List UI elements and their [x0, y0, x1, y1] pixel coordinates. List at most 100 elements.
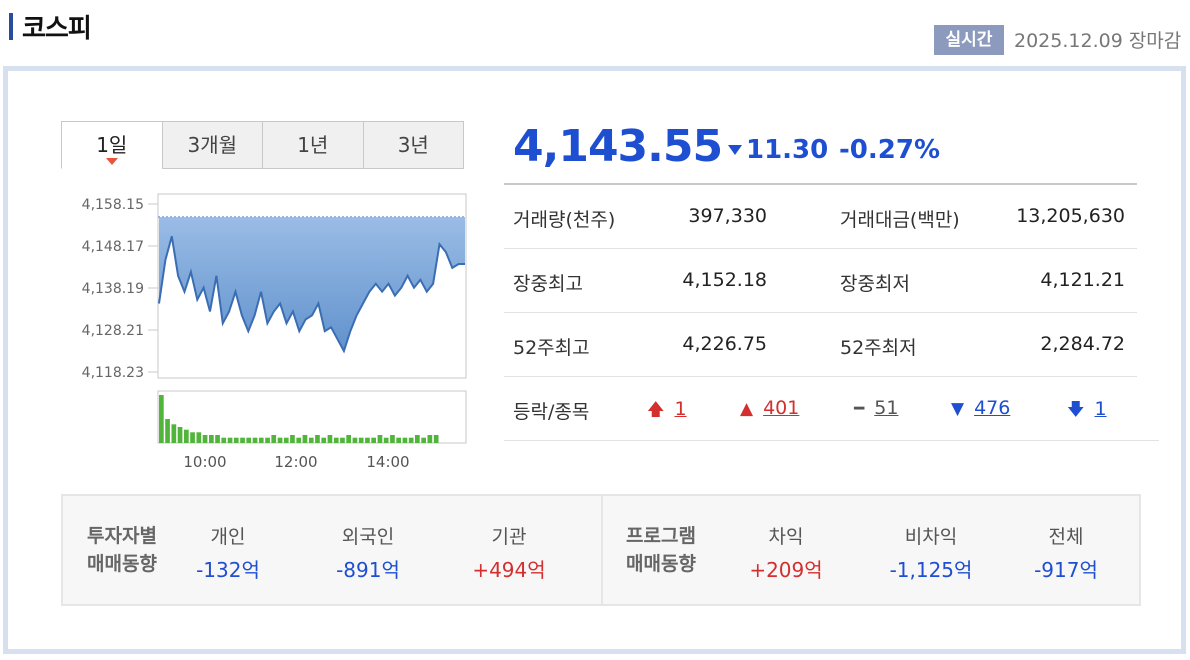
- volume-bar: [190, 432, 195, 443]
- volume-bar: [390, 435, 395, 443]
- volume-bar: [340, 437, 345, 443]
- volume-bar: [433, 435, 439, 443]
- y-tick-label: 4,148.17: [82, 239, 144, 255]
- volume-bar: [402, 437, 408, 443]
- upper-limit-count: 1: [674, 398, 687, 420]
- volume-bar: [365, 437, 370, 443]
- volume-bar: [315, 435, 320, 443]
- down-triangle-icon: [728, 145, 742, 155]
- program-total-value: -917억: [1034, 558, 1098, 582]
- arbitrage-label: 차익: [768, 526, 804, 548]
- volume-value: 397,330: [688, 205, 767, 227]
- individual-column: 개인 -132억: [163, 522, 293, 583]
- volume-bar: [308, 437, 314, 443]
- arrow-up-icon: 🡅: [647, 400, 665, 420]
- arbitrage-value: +209억: [749, 558, 823, 582]
- volume-bar: [415, 435, 420, 443]
- program-total-label: 전체: [1048, 526, 1084, 548]
- trade-value-label: 거래대금(백만): [840, 209, 960, 231]
- volume-bar: [333, 437, 339, 443]
- stats-row-volume: 거래량(천주) 397,330 거래대금(백만) 13,205,630: [504, 185, 1137, 249]
- volume-bar: [408, 437, 414, 443]
- title-accent-bar: [9, 13, 13, 40]
- investor-trend-title: 투자자별 매매동향: [87, 525, 157, 575]
- volume-bar: [165, 419, 170, 443]
- volume-bar: [258, 437, 264, 443]
- up-count: 401: [763, 397, 800, 419]
- x-tick-label: 12:00: [274, 453, 317, 471]
- institution-label: 기관: [491, 526, 527, 548]
- price-area: [159, 217, 465, 351]
- individual-value: -132억: [196, 558, 260, 582]
- institution-column: 기관 +494억: [444, 522, 574, 583]
- trading-trends: 투자자별 매매동향 개인 -132억 외국인 -891억 기관 +494억 프로…: [61, 494, 1141, 606]
- volume-bar: [227, 437, 233, 443]
- down-count-link[interactable]: ▼ 476: [951, 397, 1010, 419]
- volume-bar: [246, 437, 252, 443]
- arrow-down-icon: 🡇: [1067, 400, 1085, 420]
- volume-plot-frame: [157, 390, 467, 444]
- 52week-high-value: 4,226.75: [682, 333, 767, 355]
- arbitrage-column: 차익 +209억: [721, 522, 851, 583]
- breadth-label: 등락/종목: [513, 401, 590, 423]
- volume-bar: [346, 435, 351, 443]
- 52week-low-value: 2,284.72: [1040, 333, 1125, 355]
- tab-1year[interactable]: 1년: [262, 121, 364, 169]
- volume-bar: [202, 435, 208, 443]
- volume-bar: [352, 437, 358, 443]
- volume-bar: [327, 435, 333, 443]
- volume-bar: [296, 437, 302, 443]
- chart-svg: 4,158.15 4,148.17 4,138.19 4,128.21 4,118.23…: [82, 193, 467, 471]
- header: 코스피 실시간 2025.12.09 장마감: [0, 0, 1190, 60]
- intraday-low-value: 4,121.21: [1040, 269, 1125, 291]
- foreign-value: -891억: [336, 558, 400, 582]
- volume-bar: [358, 437, 364, 443]
- program-total-column: 전체 -917억: [1001, 522, 1131, 583]
- y-tick-label: 4,128.21: [82, 323, 144, 339]
- non-arbitrage-value: -1,125억: [889, 558, 973, 582]
- volume-bar: [396, 437, 401, 443]
- price-change-percent: -0.27%: [839, 135, 940, 165]
- foreign-column: 외국인 -891억: [303, 522, 433, 583]
- y-tick-label: 4,118.23: [82, 365, 144, 381]
- volume-bar: [209, 435, 214, 443]
- 52week-low-label: 52주최저: [840, 337, 917, 359]
- stats-row-intraday: 장중최고 4,152.18 장중최저 4,121.21: [504, 249, 1137, 313]
- institution-value: +494억: [472, 558, 546, 582]
- volume-bar: [277, 437, 283, 443]
- volume-bar: [184, 429, 189, 443]
- y-tick-label: 4,158.15: [82, 197, 144, 213]
- dash-icon: ━: [854, 399, 865, 419]
- stats-row-breadth: 등락/종목 🡅 1 ▲ 401 ━ 51 ▼ 476 🡇 1: [504, 377, 1159, 441]
- unchanged-count-link[interactable]: ━ 51: [854, 397, 898, 419]
- volume-bar: [290, 435, 295, 443]
- unchanged-count: 51: [874, 397, 899, 419]
- volume-label: 거래량(천주): [513, 209, 616, 231]
- tab-3years[interactable]: 3년: [362, 121, 464, 169]
- volume-bar: [171, 424, 177, 443]
- individual-label: 개인: [210, 526, 246, 548]
- volume-bar: [265, 437, 270, 443]
- market-status: 2025.12.09 장마감: [1014, 30, 1182, 52]
- tab-3months[interactable]: 3개월: [161, 121, 263, 169]
- volume-bar: [215, 435, 220, 443]
- volume-bar: [427, 435, 433, 443]
- upper-limit-link[interactable]: 🡅 1: [647, 397, 687, 426]
- non-arbitrage-label: 비차익: [904, 526, 958, 548]
- realtime-badge: 실시간: [934, 25, 1004, 55]
- y-tick-label: 4,138.19: [82, 281, 144, 297]
- lower-limit-link[interactable]: 🡇 1: [1067, 397, 1107, 426]
- tab-1day[interactable]: 1일: [61, 121, 163, 169]
- up-count-link[interactable]: ▲ 401: [740, 397, 799, 419]
- price-line: [158, 236, 465, 354]
- trade-value-value: 13,205,630: [1016, 205, 1125, 227]
- program-trend-title: 프로그램 매매동향: [626, 525, 696, 575]
- volume-bar: [196, 432, 202, 443]
- intraday-chart: 4,158.15 4,148.17 4,138.19 4,128.21 4,118.23…: [48, 181, 478, 481]
- stats-table: 거래량(천주) 397,330 거래대금(백만) 13,205,630 장중최고…: [504, 183, 1159, 441]
- current-price: 4,143.55: [513, 121, 723, 172]
- volume-bar: [177, 427, 183, 443]
- volume-bar: [233, 437, 239, 443]
- period-tabs: 1일 3개월 1년 3년: [61, 121, 464, 169]
- stats-row-52week: 52주최고 4,226.75 52주최저 2,284.72: [504, 313, 1137, 377]
